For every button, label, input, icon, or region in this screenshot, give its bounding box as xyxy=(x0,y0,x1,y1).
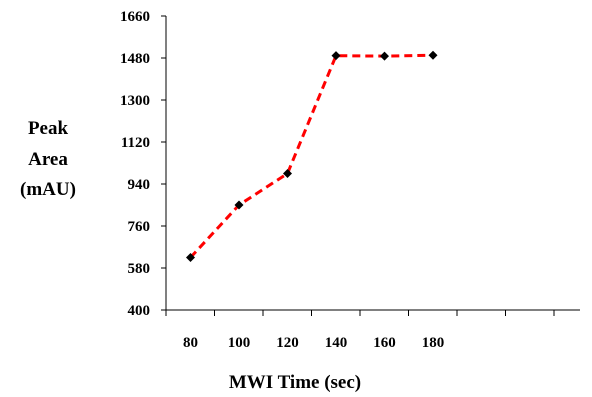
y-axis-title: Peak Area (mAU) xyxy=(20,118,76,200)
x-axis-title: MWI Time (sec) xyxy=(229,372,361,393)
series-line xyxy=(189,53,434,259)
y-tick-label: 580 xyxy=(128,261,151,277)
y-axis-ticks: 400 580 760 940 1120 1300 1480 1660 xyxy=(120,9,166,319)
y-axis-title-line: Area xyxy=(28,149,68,170)
y-tick-label: 760 xyxy=(128,219,151,235)
x-tick-label: 180 xyxy=(422,335,445,351)
y-tick-label: 400 xyxy=(128,303,151,319)
y-tick-label: 1480 xyxy=(120,51,150,67)
x-axis-ticks: 80 100 120 140 160 180 xyxy=(165,310,555,351)
y-tick-label: 940 xyxy=(128,177,151,193)
data-point-marker xyxy=(331,51,341,61)
y-axis-title-line: (mAU) xyxy=(20,179,76,200)
x-tick-label: 100 xyxy=(228,335,251,351)
data-point-marker xyxy=(380,51,389,61)
y-tick-label: 1120 xyxy=(121,135,150,151)
x-tick-label: 80 xyxy=(183,335,198,351)
x-tick-label: 120 xyxy=(276,335,299,351)
y-axis-title-line: Peak xyxy=(28,118,69,139)
data-point-marker xyxy=(234,200,244,210)
y-tick-label: 1660 xyxy=(120,9,150,25)
x-tick-label: 140 xyxy=(325,335,348,351)
x-tick-label: 160 xyxy=(373,335,396,351)
data-point-marker xyxy=(428,50,438,60)
data-point-marker xyxy=(186,253,195,262)
y-tick-label: 1300 xyxy=(120,93,150,109)
data-point-marker xyxy=(283,169,292,178)
series-layer xyxy=(186,50,438,262)
